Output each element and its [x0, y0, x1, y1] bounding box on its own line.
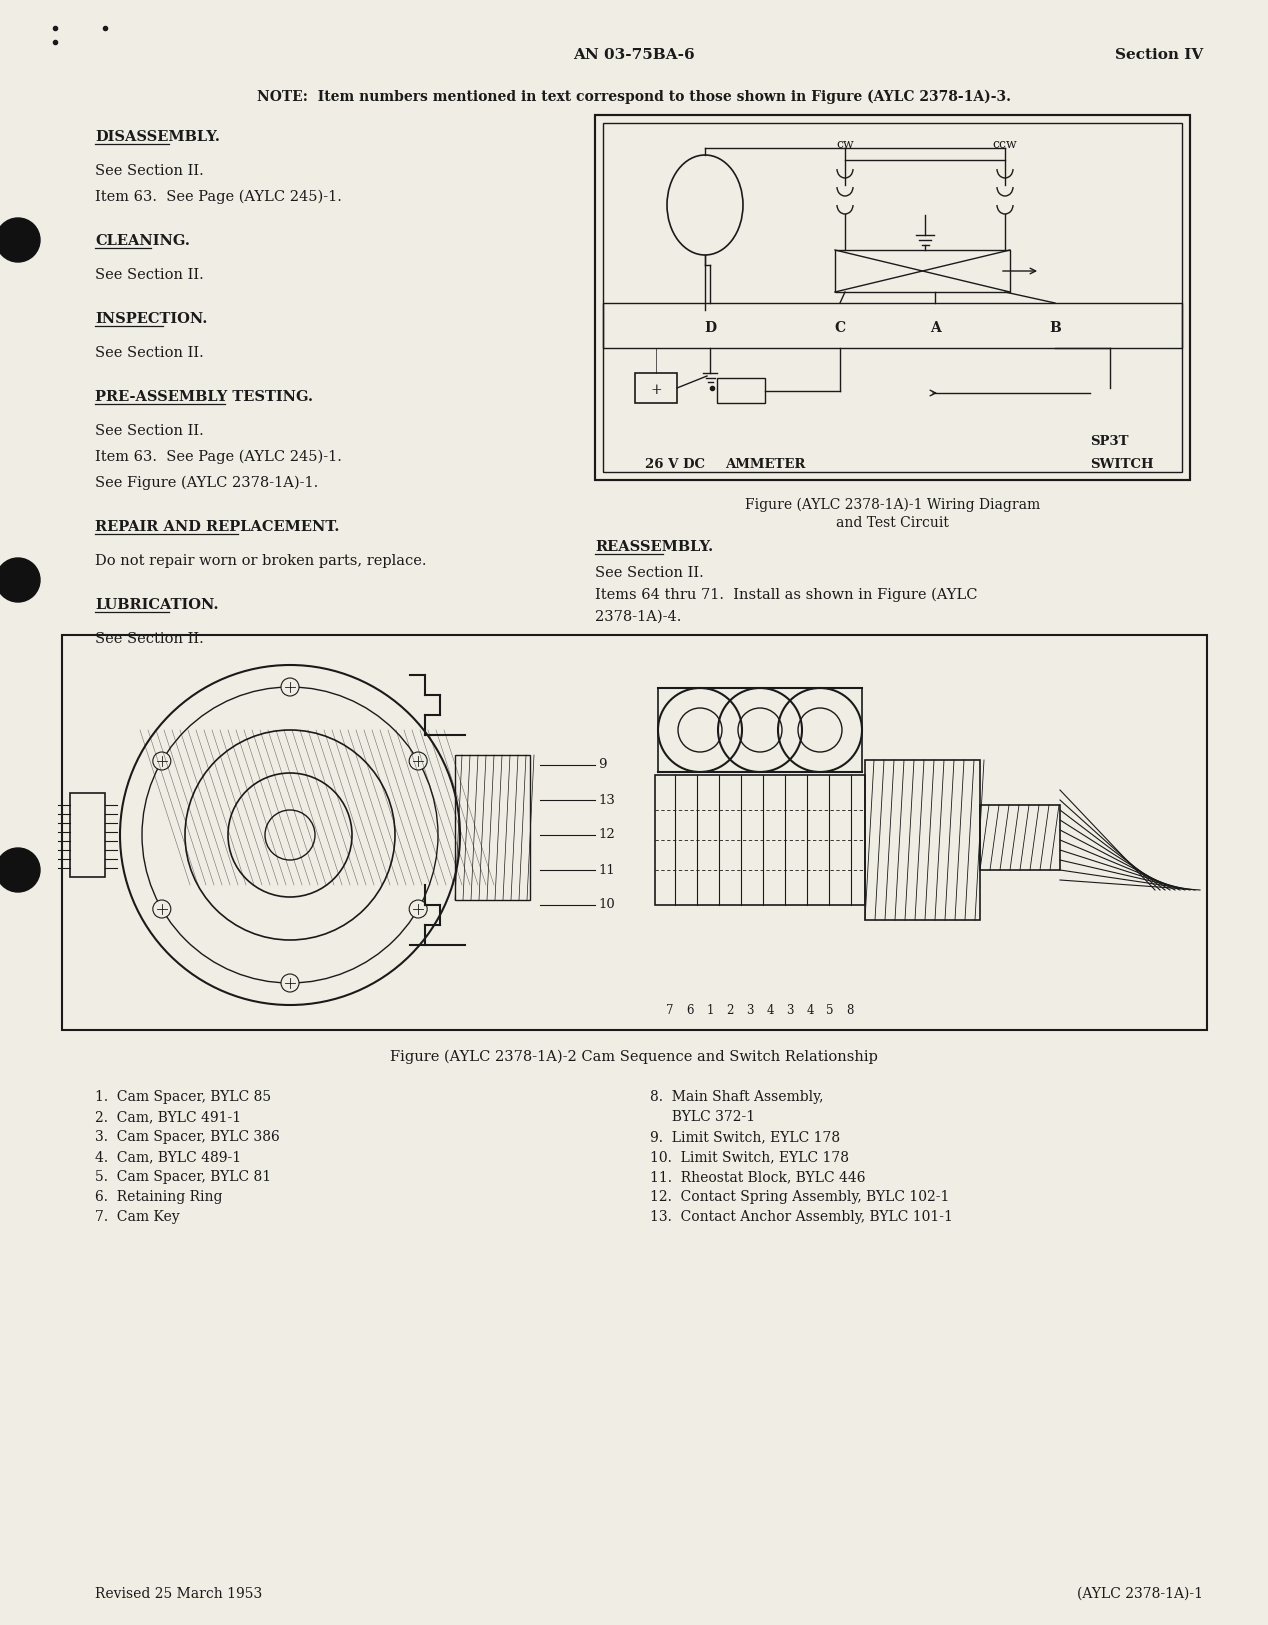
- Circle shape: [410, 900, 427, 918]
- Text: (AYLC 2378-1A)-1: (AYLC 2378-1A)-1: [1077, 1588, 1203, 1601]
- Text: Figure (AYLC 2378-1A)-2 Cam Sequence and Switch Relationship: Figure (AYLC 2378-1A)-2 Cam Sequence and…: [391, 1050, 877, 1064]
- Circle shape: [153, 900, 171, 918]
- Text: Figure (AYLC 2378-1A)-1 Wiring Diagram: Figure (AYLC 2378-1A)-1 Wiring Diagram: [744, 497, 1040, 512]
- Bar: [595, 115, 1189, 479]
- Text: 1: 1: [706, 1004, 714, 1017]
- Bar: [635, 374, 677, 403]
- Text: LUBRICATION.: LUBRICATION.: [95, 598, 218, 613]
- Text: 5.  Cam Spacer, BYLC 81: 5. Cam Spacer, BYLC 81: [95, 1170, 271, 1185]
- Circle shape: [281, 973, 299, 991]
- Text: See Section II.: See Section II.: [595, 566, 704, 580]
- Text: 9: 9: [598, 759, 606, 772]
- Circle shape: [0, 557, 41, 601]
- Bar: [980, 804, 1060, 869]
- Text: See Figure (AYLC 2378-1A)-1.: See Figure (AYLC 2378-1A)-1.: [95, 476, 318, 491]
- Text: See Section II.: See Section II.: [95, 632, 204, 647]
- Text: 12.  Contact Spring Assembly, BYLC 102-1: 12. Contact Spring Assembly, BYLC 102-1: [650, 1190, 950, 1204]
- Bar: [865, 760, 980, 920]
- Text: 4: 4: [806, 1004, 814, 1017]
- Text: 7: 7: [666, 1004, 673, 1017]
- Text: Do not repair worn or broken parts, replace.: Do not repair worn or broken parts, repl…: [95, 554, 426, 569]
- Text: 3.  Cam Spacer, BYLC 386: 3. Cam Spacer, BYLC 386: [95, 1129, 280, 1144]
- Text: B: B: [1049, 322, 1061, 335]
- Text: See Section II.: See Section II.: [95, 164, 204, 179]
- Text: ccw: ccw: [993, 138, 1017, 151]
- Text: SWITCH: SWITCH: [1090, 458, 1154, 471]
- Text: 2: 2: [727, 1004, 734, 1017]
- Text: 11: 11: [598, 863, 615, 876]
- Text: 13.  Contact Anchor Assembly, BYLC 101-1: 13. Contact Anchor Assembly, BYLC 101-1: [650, 1211, 952, 1224]
- Circle shape: [0, 848, 41, 892]
- Text: 6: 6: [686, 1004, 694, 1017]
- Text: D: D: [704, 322, 716, 335]
- Text: Section IV: Section IV: [1115, 49, 1203, 62]
- Text: NOTE:  Item numbers mentioned in text correspond to those shown in Figure (AYLC : NOTE: Item numbers mentioned in text cor…: [257, 89, 1011, 104]
- Text: CLEANING.: CLEANING.: [95, 234, 190, 249]
- Text: Item 63.  See Page (AYLC 245)-1.: Item 63. See Page (AYLC 245)-1.: [95, 190, 342, 205]
- Circle shape: [281, 678, 299, 696]
- Text: BYLC 372-1: BYLC 372-1: [650, 1110, 756, 1124]
- Text: 6.  Retaining Ring: 6. Retaining Ring: [95, 1190, 222, 1204]
- Text: INSPECTION.: INSPECTION.: [95, 312, 208, 327]
- Text: AMMETER: AMMETER: [725, 458, 805, 471]
- Text: +: +: [650, 384, 662, 396]
- Text: REPAIR AND REPLACEMENT.: REPAIR AND REPLACEMENT.: [95, 520, 340, 535]
- Text: SP3T: SP3T: [1090, 436, 1129, 448]
- Text: 12: 12: [598, 829, 615, 842]
- Text: 1.  Cam Spacer, BYLC 85: 1. Cam Spacer, BYLC 85: [95, 1090, 271, 1103]
- Text: Item 63.  See Page (AYLC 245)-1.: Item 63. See Page (AYLC 245)-1.: [95, 450, 342, 465]
- Text: DISASSEMBLY.: DISASSEMBLY.: [95, 130, 219, 145]
- Text: 13: 13: [598, 793, 615, 806]
- Text: 7.  Cam Key: 7. Cam Key: [95, 1211, 180, 1224]
- Text: AN 03-75BA-6: AN 03-75BA-6: [573, 49, 695, 62]
- Circle shape: [410, 752, 427, 770]
- Text: 3: 3: [747, 1004, 753, 1017]
- Text: REASSEMBLY.: REASSEMBLY.: [595, 540, 713, 554]
- Text: 2.  Cam, BYLC 491-1: 2. Cam, BYLC 491-1: [95, 1110, 241, 1124]
- Text: A: A: [929, 322, 941, 335]
- Text: 2378-1A)-4.: 2378-1A)-4.: [595, 609, 681, 624]
- Text: See Section II.: See Section II.: [95, 346, 204, 361]
- Text: 4: 4: [766, 1004, 773, 1017]
- Text: 3: 3: [786, 1004, 794, 1017]
- Text: 8: 8: [846, 1004, 853, 1017]
- Bar: [455, 756, 530, 900]
- Circle shape: [153, 752, 171, 770]
- Text: 10.  Limit Switch, EYLC 178: 10. Limit Switch, EYLC 178: [650, 1150, 850, 1164]
- Bar: [716, 379, 765, 403]
- Text: See Section II.: See Section II.: [95, 268, 204, 283]
- Text: 10: 10: [598, 899, 615, 912]
- Circle shape: [0, 218, 41, 262]
- Text: and Test Circuit: and Test Circuit: [836, 517, 948, 530]
- Bar: [604, 302, 1182, 348]
- Text: 8.  Main Shaft Assembly,: 8. Main Shaft Assembly,: [650, 1090, 823, 1103]
- Text: 9.  Limit Switch, EYLC 178: 9. Limit Switch, EYLC 178: [650, 1129, 841, 1144]
- Text: 11.  Rheostat Block, BYLC 446: 11. Rheostat Block, BYLC 446: [650, 1170, 866, 1185]
- Text: PRE-ASSEMBLY TESTING.: PRE-ASSEMBLY TESTING.: [95, 390, 313, 405]
- Text: Revised 25 March 1953: Revised 25 March 1953: [95, 1588, 262, 1601]
- Text: 4.  Cam, BYLC 489-1: 4. Cam, BYLC 489-1: [95, 1150, 241, 1164]
- Bar: [604, 124, 1182, 471]
- Bar: [70, 793, 105, 878]
- Bar: [656, 775, 865, 905]
- Bar: [62, 635, 1207, 1030]
- Text: C: C: [834, 322, 846, 335]
- Text: 5: 5: [827, 1004, 834, 1017]
- Text: cw: cw: [836, 138, 853, 151]
- Bar: [836, 250, 1011, 292]
- Text: Items 64 thru 71.  Install as shown in Figure (AYLC: Items 64 thru 71. Install as shown in Fi…: [595, 588, 978, 603]
- Text: See Section II.: See Section II.: [95, 424, 204, 439]
- Text: 26 V DC: 26 V DC: [645, 458, 705, 471]
